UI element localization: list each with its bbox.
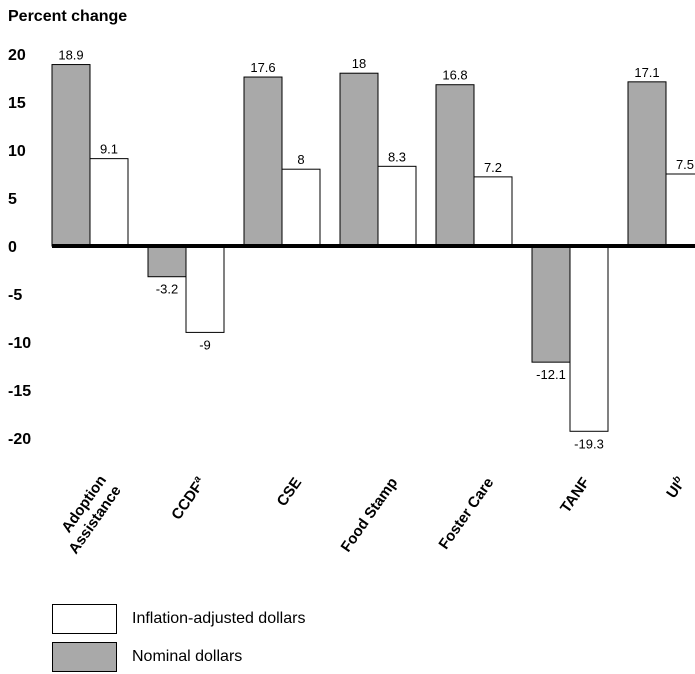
data-label: 18.9	[58, 48, 83, 63]
bar-inflation-adjusted	[665, 173, 695, 247]
category-label: Foster Care	[436, 475, 498, 553]
y-tick-label: 20	[8, 47, 26, 64]
bar-nominal	[243, 76, 283, 247]
data-label: 18	[352, 56, 366, 71]
bar-nominal	[627, 81, 667, 247]
data-label: 7.5	[676, 157, 694, 172]
data-label: 16.8	[442, 68, 467, 83]
legend-swatch-nominal	[52, 642, 117, 672]
bar-inflation-adjusted	[281, 168, 321, 247]
category-label: CCDFa	[167, 474, 209, 523]
data-label: -3.2	[156, 282, 178, 297]
y-tick-label: -10	[8, 335, 31, 352]
y-tick-label: -15	[8, 383, 31, 400]
y-tick-label: 5	[8, 191, 17, 208]
bar-inflation-adjusted	[569, 245, 609, 432]
bar-nominal	[147, 245, 187, 278]
legend-label-nominal: Nominal dollars	[132, 648, 243, 665]
category-label: Food Stamp	[338, 475, 402, 556]
data-label: -19.3	[574, 436, 604, 451]
category-label: AdoptionAssistance	[51, 472, 125, 557]
data-label: 7.2	[484, 160, 502, 175]
bar-nominal	[531, 245, 571, 363]
bar-inflation-adjusted	[377, 165, 417, 247]
data-label: -12.1	[536, 367, 566, 382]
legend-swatch-inflation-adjusted	[52, 604, 117, 634]
data-label: 9.1	[100, 142, 118, 157]
y-tick-label: 0	[8, 239, 17, 256]
data-label: 17.6	[250, 60, 275, 75]
bar-nominal	[51, 64, 91, 247]
legend-label-inflation-adjusted: Inflation-adjusted dollars	[132, 610, 306, 627]
bar-inflation-adjusted	[473, 176, 513, 247]
category-label: CSE	[274, 475, 306, 510]
category-label: UIb	[662, 474, 689, 502]
bar-inflation-adjusted	[89, 158, 129, 247]
data-label: -9	[199, 337, 211, 352]
legend-item-inflation-adjusted: Inflation-adjusted dollars	[52, 604, 452, 636]
data-label: 17.1	[634, 65, 659, 80]
y-axis-title: Percent change	[8, 8, 128, 25]
bar-nominal	[339, 72, 379, 247]
y-tick-label: -20	[8, 431, 31, 448]
y-tick-label: 15	[8, 95, 26, 112]
legend-item-nominal: Nominal dollars	[52, 642, 452, 674]
data-label: 8.3	[388, 149, 406, 164]
data-label: 8	[297, 152, 304, 167]
y-tick-label: -5	[8, 287, 22, 304]
y-tick-label: 10	[8, 143, 26, 160]
category-label: TANF	[557, 475, 593, 517]
bar-nominal	[435, 84, 475, 247]
bar-inflation-adjusted	[185, 245, 225, 333]
